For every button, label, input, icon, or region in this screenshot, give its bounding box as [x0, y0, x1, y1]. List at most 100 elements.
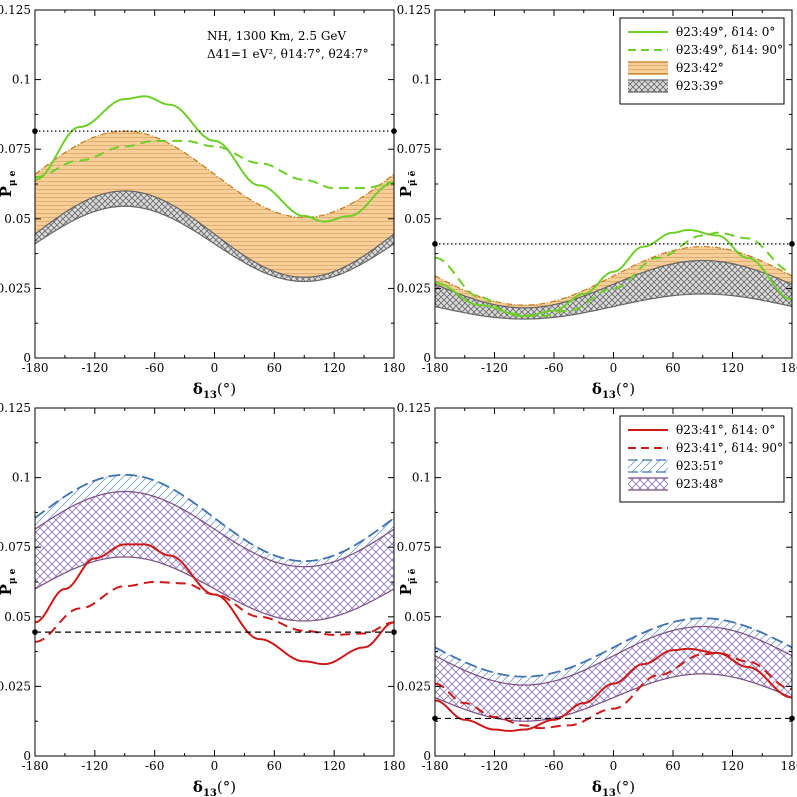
series-line-1 [435, 231, 792, 318]
band-0-upper-edge [435, 617, 792, 678]
x-tick-label: 60 [665, 759, 680, 773]
annotation-line: Δ41=1 eV², θ14:7°, θ24:7° [207, 47, 369, 61]
y-axis-label: Pμ̄ ē [397, 568, 418, 595]
band-1-upper-edge [35, 190, 394, 278]
y-axis-label: Pμ̄ ē [397, 170, 418, 197]
y-tick-label: 0.075 [0, 540, 31, 554]
y-tick-label: 0.025 [0, 281, 31, 295]
x-tick-label: 0 [610, 759, 618, 773]
band-0-upper-edge [35, 473, 394, 563]
x-tick-label: -60 [145, 759, 164, 773]
y-tick-label: 0.075 [397, 540, 431, 554]
legend-swatch [628, 460, 668, 472]
x-tick-label: 180 [383, 361, 406, 375]
x-tick-label: -120 [481, 759, 508, 773]
series-line-0 [435, 228, 792, 318]
x-tick-label: 0 [610, 361, 618, 375]
band-1 [435, 260, 792, 320]
panel-bottom-left: -180 -120 -60 0 60 120 180 0 0.025 0.05 0.075 0.1 0.… [0, 401, 405, 797]
x-tick-label: 180 [781, 361, 797, 375]
x-tick-label: 120 [323, 361, 346, 375]
x-tick-label: -180 [422, 759, 449, 773]
x-tick-label: -60 [544, 759, 563, 773]
y-tick-label: 0.1 [12, 471, 31, 485]
annotation-line: NH, 1300 Km, 2.5 GeV [207, 29, 347, 43]
band-0-upper-edge [435, 246, 792, 306]
x-axis-label: δ13(°) [592, 778, 635, 797]
panel-top-left: -180 -120 -60 0 60 120 180 0 0.025 0.05 0.075 0.1 0.… [0, 3, 405, 401]
band-1-upper-edge [435, 259, 792, 309]
x-tick-label: -60 [145, 361, 164, 375]
y-tick-label: 0.05 [4, 610, 31, 624]
x-tick-label: 60 [267, 361, 282, 375]
band-1 [35, 491, 394, 621]
y-tick-label: 0.075 [0, 142, 31, 156]
y-tick-label: 0.05 [404, 610, 431, 624]
legend-label: θ23:48° [676, 477, 724, 491]
y-tick-label: 0.05 [404, 212, 431, 226]
y-tick-label: 0 [423, 749, 431, 763]
legend-swatch [628, 478, 668, 490]
y-tick-label: 0.125 [0, 401, 31, 415]
y-tick-label: 0.1 [12, 73, 31, 87]
x-tick-label: 60 [665, 361, 680, 375]
y-tick-label: 0 [23, 749, 31, 763]
legend-swatch [628, 62, 668, 74]
y-tick-label: 0.1 [412, 73, 431, 87]
y-tick-label: 0 [23, 351, 31, 365]
y-tick-label: 0.025 [397, 679, 431, 693]
legend: θ23:49°, δ14: 0° θ23:49°, δ14: 90° θ23:42°… [619, 17, 785, 105]
y-tick-label: 0.125 [0, 3, 31, 17]
x-tick-label: -120 [81, 361, 108, 375]
legend-label: θ23:42° [676, 61, 724, 75]
series-line-0 [435, 647, 792, 732]
series-line-0 [35, 95, 394, 223]
legend-label: θ23:39° [676, 79, 724, 93]
band-0 [35, 131, 394, 278]
band-1 [35, 190, 394, 282]
legend-label: θ23:41°, δ14: 90° [676, 441, 783, 455]
y-tick-label: 0.1 [412, 471, 431, 485]
x-tick-label: 0 [211, 759, 219, 773]
x-axis-label: δ13(°) [193, 380, 236, 401]
x-tick-label: 180 [383, 759, 406, 773]
band-1-upper-edge [435, 625, 792, 686]
series-line-1 [435, 652, 792, 730]
plot-area [435, 228, 792, 320]
y-tick-label: 0.075 [397, 142, 431, 156]
legend-label: θ23:49°, δ14: 0° [676, 25, 775, 39]
x-tick-label: -120 [81, 759, 108, 773]
y-tick-label: 0.025 [0, 679, 31, 693]
x-tick-label: -180 [22, 759, 49, 773]
x-tick-label: -180 [22, 361, 49, 375]
x-axis-label: δ13(°) [592, 380, 635, 401]
x-tick-label: 0 [211, 361, 219, 375]
band-1-lower-edge [435, 293, 792, 320]
x-tick-label: 120 [323, 759, 346, 773]
y-tick-label: 0.025 [397, 281, 431, 295]
band-1-lower-edge [35, 556, 394, 622]
x-tick-label: 180 [781, 759, 797, 773]
x-tick-label: -180 [422, 361, 449, 375]
series-line-1 [35, 580, 394, 643]
y-tick-label: 0 [423, 351, 431, 365]
legend: θ23:41°, δ14: 0° θ23:41°, δ14: 90° θ23:51°… [619, 415, 785, 503]
y-tick-label: 0.125 [397, 401, 431, 415]
band-1-lower-edge [35, 205, 394, 283]
x-tick-label: 120 [721, 361, 744, 375]
legend-label: θ23:49°, δ14: 90° [676, 43, 783, 57]
x-tick-label: -60 [544, 361, 563, 375]
plot-area [35, 473, 394, 666]
x-tick-label: 60 [267, 759, 282, 773]
legend-label: θ23:51° [676, 459, 724, 473]
x-tick-label: 120 [721, 759, 744, 773]
band-1-lower-edge [435, 673, 792, 722]
y-tick-label: 0.05 [4, 212, 31, 226]
band-1-upper-edge [35, 490, 394, 568]
x-tick-label: -120 [481, 361, 508, 375]
plot-area [35, 95, 394, 283]
plot-area [435, 617, 792, 732]
panel-top-right: -180 -120 -60 0 60 120 180 0 0.025 0.05 0.075 0.1 0.… [397, 3, 797, 401]
y-axis-label: Pμ e [0, 568, 18, 595]
